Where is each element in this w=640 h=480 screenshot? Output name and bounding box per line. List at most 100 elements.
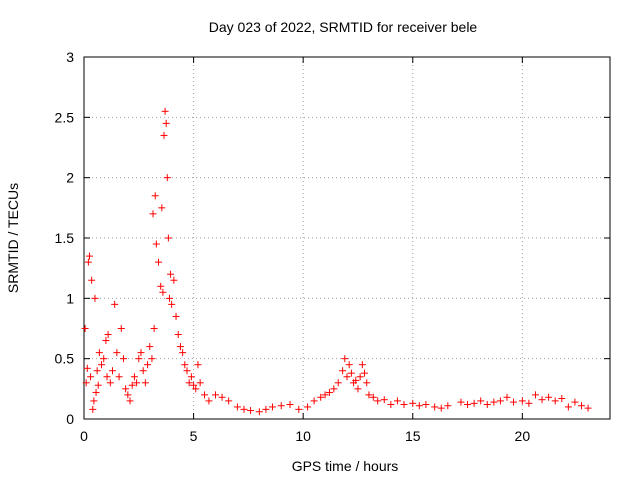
data-point xyxy=(122,385,130,393)
y-tick-label: 2 xyxy=(66,170,74,186)
data-point xyxy=(176,343,184,351)
data-point xyxy=(409,399,417,407)
data-point xyxy=(130,373,138,381)
data-point xyxy=(155,258,163,266)
data-point xyxy=(262,405,270,413)
data-point xyxy=(185,379,193,387)
data-point xyxy=(157,282,165,290)
data-point xyxy=(431,403,439,411)
data-point xyxy=(558,394,566,402)
x-tick-label: 20 xyxy=(515,428,531,444)
data-point xyxy=(510,398,518,406)
data-point xyxy=(295,405,303,413)
data-point xyxy=(84,258,92,266)
data-point xyxy=(163,174,171,182)
data-point xyxy=(87,373,95,381)
data-point xyxy=(247,407,255,415)
data-point xyxy=(477,397,485,405)
data-point xyxy=(365,391,373,399)
data-point xyxy=(310,397,318,405)
x-axis-label: GPS time / hours xyxy=(292,458,399,474)
data-point xyxy=(139,367,147,375)
data-point xyxy=(104,331,112,339)
data-points xyxy=(81,107,592,416)
data-point xyxy=(83,364,91,372)
chart-title: Day 023 of 2022, SRMTID for receiver bel… xyxy=(209,19,478,35)
data-point xyxy=(90,397,98,405)
data-point xyxy=(100,355,108,363)
data-point xyxy=(345,361,353,369)
data-point xyxy=(85,252,93,260)
axis-ticks: 0 0.5 1 1.5 2 2.5 3 0 5 10 15 20 xyxy=(55,49,610,444)
data-point xyxy=(137,349,145,357)
data-point xyxy=(518,397,526,405)
y-tick-label: 3 xyxy=(66,49,74,65)
data-point xyxy=(135,355,143,363)
data-point xyxy=(82,379,90,387)
data-point xyxy=(93,367,101,375)
data-point xyxy=(361,369,369,377)
y-tick-label: 1.5 xyxy=(55,230,75,246)
data-point xyxy=(160,131,168,139)
data-point xyxy=(165,294,173,302)
data-point xyxy=(531,391,539,399)
data-point xyxy=(201,391,209,399)
data-point xyxy=(464,401,472,409)
data-point xyxy=(92,388,100,396)
data-point xyxy=(369,393,377,401)
data-point xyxy=(98,361,106,369)
data-point xyxy=(194,361,202,369)
data-point xyxy=(571,398,579,406)
data-point xyxy=(181,361,189,369)
data-point xyxy=(415,402,423,410)
data-point xyxy=(503,393,511,401)
data-point xyxy=(124,391,132,399)
data-point xyxy=(144,361,152,369)
data-point xyxy=(240,405,248,413)
data-point xyxy=(95,349,103,357)
y-axis-label: SRMTID / TECUs xyxy=(5,183,21,293)
data-point xyxy=(148,355,156,363)
data-point xyxy=(334,379,342,387)
data-point xyxy=(339,367,347,375)
data-point xyxy=(317,393,325,401)
y-tick-label: 2.5 xyxy=(55,109,75,125)
data-point xyxy=(187,373,195,381)
x-tick-label: 15 xyxy=(405,428,421,444)
data-point xyxy=(277,402,285,410)
data-point xyxy=(496,397,504,405)
data-point xyxy=(212,391,219,399)
data-point xyxy=(170,276,178,284)
data-point xyxy=(387,401,395,409)
data-point xyxy=(133,379,141,387)
data-point xyxy=(164,234,172,242)
data-point xyxy=(380,396,388,404)
data-point xyxy=(400,401,408,409)
data-point xyxy=(158,204,166,212)
data-point xyxy=(106,379,114,387)
data-point xyxy=(422,401,430,409)
data-point xyxy=(564,403,572,411)
data-point xyxy=(119,355,127,363)
data-point xyxy=(545,393,553,401)
data-point xyxy=(304,403,312,411)
data-point xyxy=(172,312,180,320)
data-point xyxy=(103,373,111,381)
data-point xyxy=(358,361,366,369)
data-point xyxy=(255,408,263,416)
data-point xyxy=(192,385,200,393)
data-point xyxy=(149,210,157,218)
data-point xyxy=(159,288,167,296)
data-point xyxy=(321,391,329,399)
data-point xyxy=(268,403,276,411)
data-point xyxy=(457,398,465,406)
y-tick-label: 0 xyxy=(66,411,74,427)
data-point xyxy=(233,403,241,411)
data-point xyxy=(551,397,559,405)
data-point xyxy=(151,192,159,200)
data-point xyxy=(128,381,136,389)
data-point xyxy=(91,294,99,302)
data-point xyxy=(89,405,97,413)
data-point xyxy=(490,398,498,406)
